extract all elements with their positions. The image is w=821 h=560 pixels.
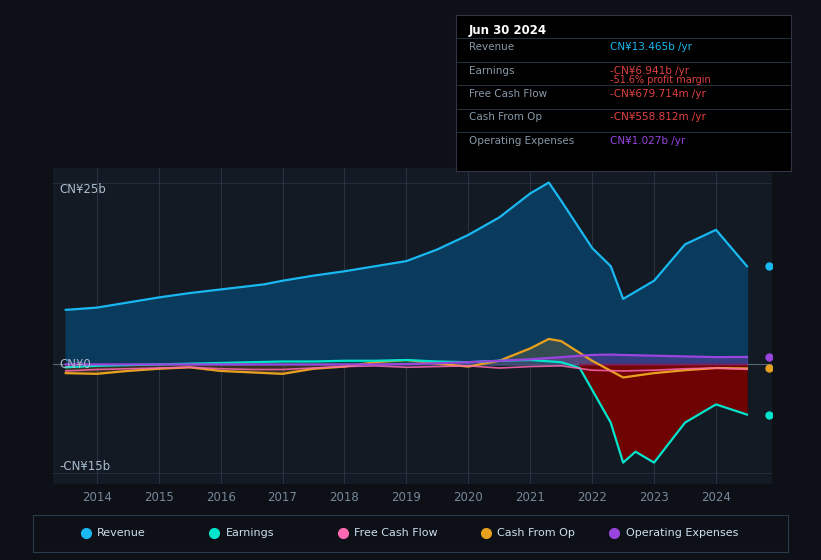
- Text: Earnings: Earnings: [469, 66, 515, 76]
- Text: Revenue: Revenue: [97, 529, 146, 538]
- Text: Earnings: Earnings: [226, 529, 274, 538]
- Text: -CN¥558.812m /yr: -CN¥558.812m /yr: [610, 113, 705, 123]
- Text: Operating Expenses: Operating Expenses: [626, 529, 738, 538]
- Text: CN¥0: CN¥0: [60, 358, 91, 371]
- Text: Free Cash Flow: Free Cash Flow: [354, 529, 438, 538]
- Text: Cash From Op: Cash From Op: [469, 113, 542, 123]
- Text: Revenue: Revenue: [469, 43, 514, 52]
- Text: Jun 30 2024: Jun 30 2024: [469, 25, 547, 38]
- Text: CN¥13.465b /yr: CN¥13.465b /yr: [610, 43, 692, 52]
- Text: CN¥25b: CN¥25b: [60, 183, 106, 195]
- Text: -CN¥15b: -CN¥15b: [60, 460, 111, 474]
- Text: CN¥1.027b /yr: CN¥1.027b /yr: [610, 136, 685, 146]
- Text: -CN¥679.714m /yr: -CN¥679.714m /yr: [610, 89, 705, 99]
- Text: -CN¥6.941b /yr: -CN¥6.941b /yr: [610, 66, 689, 76]
- Text: Free Cash Flow: Free Cash Flow: [469, 89, 547, 99]
- Text: Cash From Op: Cash From Op: [498, 529, 576, 538]
- Text: -51.6% profit margin: -51.6% profit margin: [610, 75, 710, 85]
- Text: Operating Expenses: Operating Expenses: [469, 136, 575, 146]
